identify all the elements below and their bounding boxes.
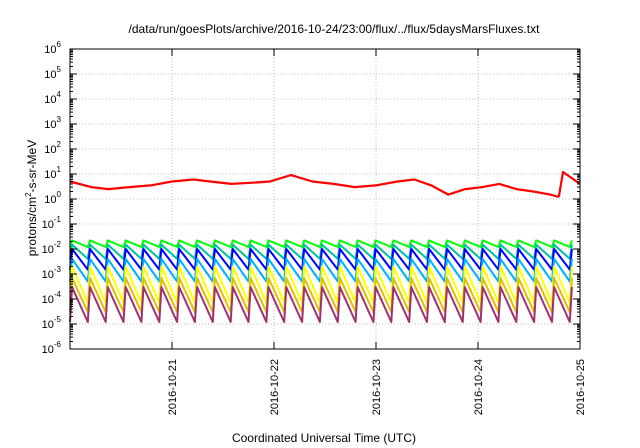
- series-line: [69, 239, 573, 248]
- y-tick-label: 106: [44, 40, 61, 56]
- x-axis-label: Coordinated Universal Time (UTC): [232, 431, 416, 445]
- y-tick-label: 10-4: [42, 290, 62, 306]
- series-layer: [69, 170, 581, 323]
- grid: [70, 49, 580, 349]
- y-axis-label-suffix: -s-sr-MeV: [25, 140, 39, 193]
- chart-title: /data/run/goesPlots/archive/2016-10-24/2…: [129, 22, 541, 36]
- axes: 10-6 10-5 10-4 10-3 10-2 10-1 100 101 102 103 104 1…: [42, 40, 587, 415]
- x-tick-label: 2016-10-21: [167, 359, 179, 415]
- series-line: [69, 286, 573, 323]
- y-tick-label: 10-5: [42, 315, 62, 331]
- y-tick-label: 10-2: [42, 240, 62, 256]
- series: [69, 248, 573, 271]
- y-tick-label: 100: [44, 190, 61, 206]
- y-tick-label: 102: [44, 140, 61, 156]
- y-axis-label: protons/cm2-s-sr-MeV: [24, 140, 39, 256]
- x-tick-label: 2016-10-24: [473, 359, 485, 415]
- series: [69, 170, 581, 199]
- series: [69, 286, 573, 323]
- x-tick-label: 2016-10-23: [371, 359, 383, 415]
- y-tick-label: 10-1: [42, 215, 62, 231]
- y-tick-label: 103: [44, 115, 61, 131]
- y-tick-label: 10-3: [42, 265, 62, 281]
- y-tick-label: 101: [44, 165, 61, 181]
- y-tick-label: 104: [44, 90, 61, 106]
- x-tick-label: 2016-10-25: [575, 359, 587, 415]
- y-tick-label: 10-6: [42, 340, 62, 356]
- series-line: [69, 174, 560, 199]
- y-axis-label-sup: 2: [24, 192, 33, 197]
- x-tick-label: 2016-10-22: [269, 359, 281, 415]
- y-axis-label-prefix: protons/cm: [25, 197, 39, 256]
- y-tick-label: 105: [44, 65, 61, 81]
- series-line: [69, 248, 573, 271]
- series-line: [557, 170, 581, 198]
- series: [69, 239, 573, 248]
